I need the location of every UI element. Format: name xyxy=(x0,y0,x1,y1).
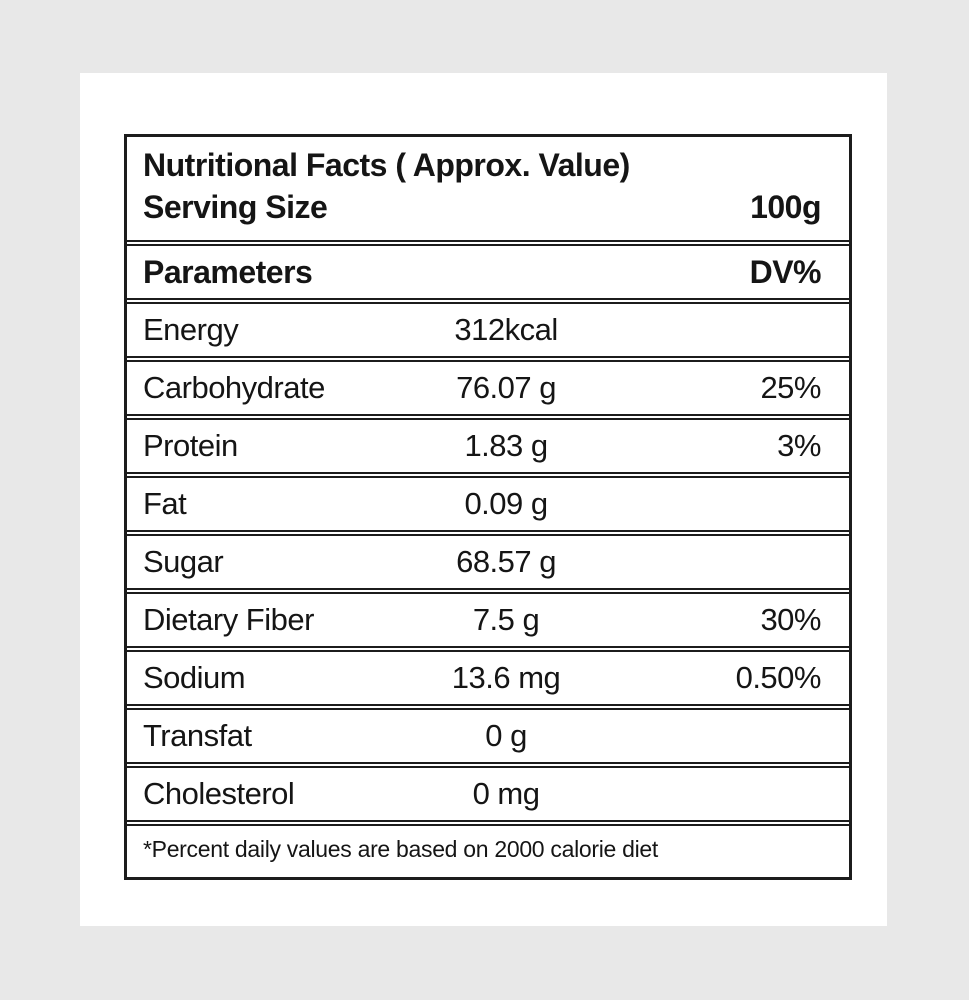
nutrition-row-cholesterol: Cholesterol 0 mg xyxy=(127,766,849,822)
nutrition-facts-table: Nutritional Facts ( Approx. Value) Servi… xyxy=(124,134,852,880)
nutrition-header-row: Nutritional Facts ( Approx. Value) Servi… xyxy=(127,137,849,242)
parameter-name: Energy xyxy=(143,312,239,347)
parameter-dv: 30% xyxy=(760,602,821,637)
parameter-name: Protein xyxy=(143,428,238,463)
parameter-name: Transfat xyxy=(143,718,252,753)
parameter-dv: 3% xyxy=(777,428,821,463)
parameter-name: Sugar xyxy=(143,544,224,579)
nutrition-title: Nutritional Facts ( Approx. Value) xyxy=(143,147,630,183)
parameter-name: Fat xyxy=(143,486,187,521)
product-image-card: Nutritional Facts ( Approx. Value) Servi… xyxy=(80,73,887,926)
parameter-value: 0.09 g xyxy=(464,486,548,521)
nutrition-row-fat: Fat 0.09 g xyxy=(127,476,849,532)
parameters-column-header: Parameters xyxy=(143,253,313,290)
parameter-value: 0 g xyxy=(485,718,527,753)
nutrition-row-sodium: Sodium 13.6 mg 0.50% xyxy=(127,650,849,706)
parameter-value: 1.83 g xyxy=(464,428,548,463)
nutrition-row-energy: Energy 312kcal xyxy=(127,302,849,358)
parameter-value: 7.5 g xyxy=(472,602,540,637)
parameter-value: 13.6 mg xyxy=(451,660,561,695)
parameter-dv: 25% xyxy=(760,370,821,405)
footnote-row: *Percent daily values are based on 2000 … xyxy=(127,824,849,877)
parameter-value: 76.07 g xyxy=(456,370,557,405)
parameter-value: 68.57 g xyxy=(456,544,557,579)
parameter-value: 312kcal xyxy=(454,312,558,347)
parameter-name: Cholesterol xyxy=(143,776,295,811)
dv-column-header: DV% xyxy=(749,253,822,290)
footnote-text: *Percent daily values are based on 2000 … xyxy=(143,836,659,862)
nutrition-row-carbohydrate: Carbohydrate 76.07 g 25% xyxy=(127,360,849,416)
parameter-dv: 0.50% xyxy=(735,660,822,695)
nutrition-row-transfat: Transfat 0 g xyxy=(127,708,849,764)
nutrition-row-dietary-fiber: Dietary Fiber 7.5 g 30% xyxy=(127,592,849,648)
nutrition-row-sugar: Sugar 68.57 g xyxy=(127,534,849,590)
serving-size-label: Serving Size xyxy=(143,189,328,225)
column-header-row: Parameters DV% xyxy=(127,244,849,300)
nutrition-row-protein: Protein 1.83 g 3% xyxy=(127,418,849,474)
parameter-name: Sodium xyxy=(143,660,246,695)
parameter-value: 0 mg xyxy=(472,776,540,811)
serving-size-value: 100g xyxy=(750,189,821,225)
parameter-name: Dietary Fiber xyxy=(143,602,314,637)
serving-size-line: Serving Size 100g xyxy=(143,186,821,228)
parameter-name: Carbohydrate xyxy=(143,370,325,405)
